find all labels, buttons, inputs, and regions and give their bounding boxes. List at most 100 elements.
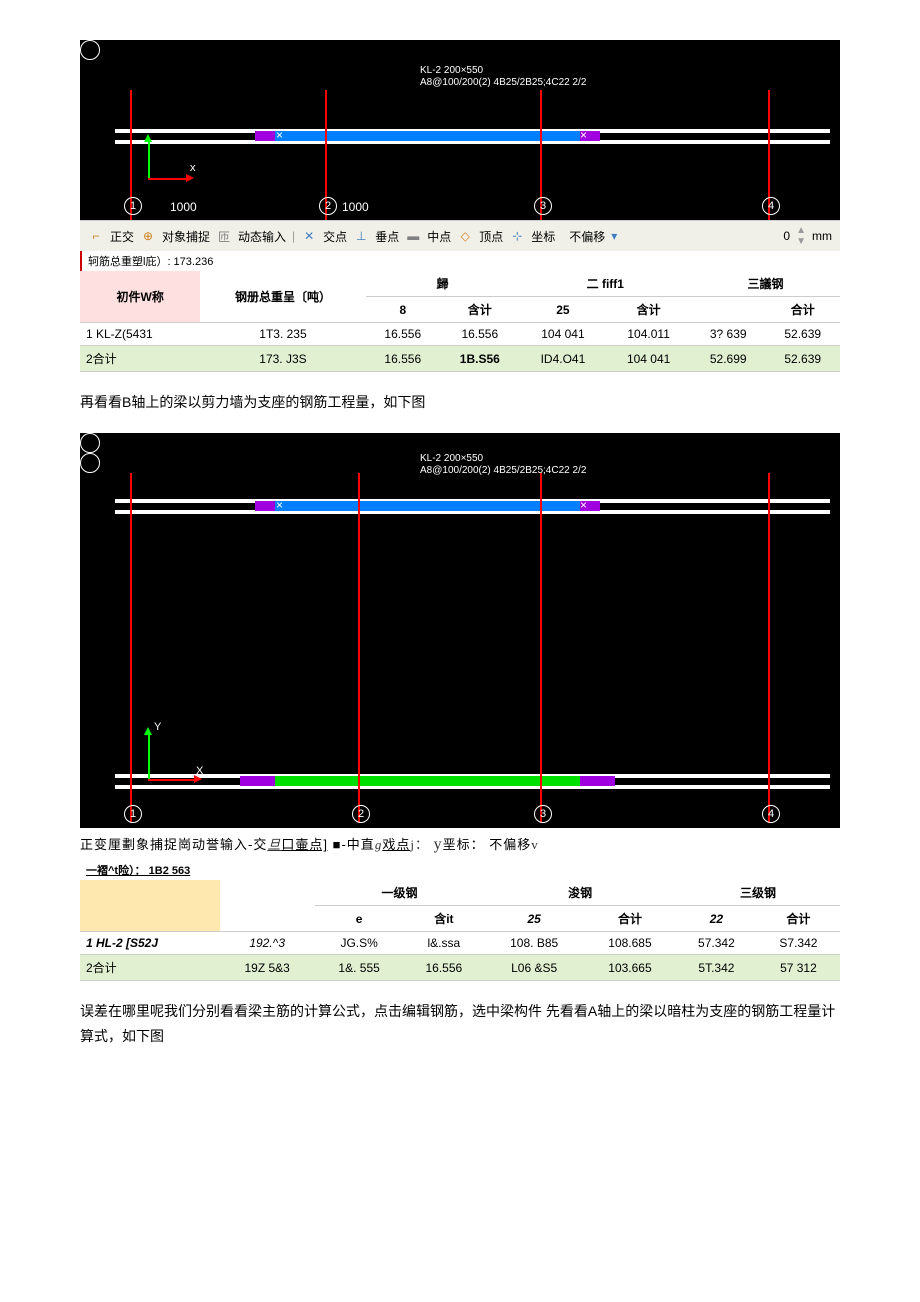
beam-B-span bbox=[275, 501, 580, 511]
dim-2: 1000 bbox=[342, 200, 369, 214]
th-g1: 一级钢 bbox=[315, 880, 485, 906]
table-row: 2合计 173. J3S 16.556 1B.S56 ID4.O41 104 0… bbox=[80, 346, 840, 372]
grid-num-2b: 2 bbox=[352, 805, 370, 823]
x-arrow bbox=[186, 174, 194, 182]
th-sub: 25 bbox=[520, 297, 607, 323]
coord-icon: ⊹ bbox=[509, 228, 525, 244]
axis-marker-A2: A bbox=[80, 453, 100, 473]
table-row: 1 HL-2 [S52J 192.^3 JG.S% l&.ssa 108. B8… bbox=[80, 932, 840, 955]
snap-icon: ⊕ bbox=[140, 228, 156, 244]
th-sub: e bbox=[315, 906, 404, 932]
th-sub: 8 bbox=[366, 297, 440, 323]
grid-line-4b bbox=[768, 473, 770, 823]
y-label: Y bbox=[154, 721, 161, 733]
cross-mark-b1: × bbox=[276, 498, 283, 512]
y-axis bbox=[148, 140, 150, 180]
toolbar-item[interactable]: 动态输入 bbox=[238, 228, 286, 245]
th-g2: 浚钢 bbox=[484, 880, 676, 906]
grid-num-4: 4 bbox=[762, 197, 780, 215]
th-sub: 含it bbox=[403, 906, 484, 932]
grid-line-3b bbox=[540, 473, 542, 823]
th-name: 初件W称 bbox=[80, 271, 200, 323]
vertex-icon: ◇ bbox=[457, 228, 473, 244]
beam-span-blue bbox=[275, 131, 580, 141]
beam-A-span-green bbox=[275, 776, 580, 786]
th-weight: 钢册总重呈〔吨） bbox=[200, 271, 365, 323]
x-label-2: X bbox=[196, 765, 203, 777]
y-axis-2 bbox=[148, 733, 150, 781]
x-axis-2 bbox=[148, 779, 196, 781]
th-sub: 25 bbox=[484, 906, 584, 932]
toolbar-item[interactable]: 正交 bbox=[110, 228, 134, 245]
beam-A-pl bbox=[240, 776, 275, 786]
axis-marker-A: A bbox=[80, 40, 100, 60]
th-sub: 合计 bbox=[757, 906, 840, 932]
cad-screenshot-1: KL-2 200×550 A8@100/200(2) 4B25/2B25;4C2… bbox=[80, 40, 840, 220]
table-row: 2合计 19Z 5&3 1&. 555 16.556 L06 &S5 103.6… bbox=[80, 955, 840, 981]
th-sub: 合计 bbox=[584, 906, 676, 932]
offset-value: 0 bbox=[783, 229, 790, 243]
intersect-icon: ✕ bbox=[301, 228, 317, 244]
dim-1: 1000 bbox=[170, 200, 197, 214]
beam-B-pl bbox=[255, 501, 275, 511]
y-arrow bbox=[144, 134, 152, 142]
grid-num-4b: 4 bbox=[762, 805, 780, 823]
toolbar-text-2: 正变厘劃象捕捉崗动誉输入-交旦口壷点] ■-中直g戏点j： y垩标： 不偏移v bbox=[80, 828, 840, 860]
th-sub: 22 bbox=[676, 906, 757, 932]
grid-line-1b bbox=[130, 473, 132, 823]
th-sub: 含计 bbox=[606, 297, 691, 323]
perp-icon: ⊥ bbox=[353, 228, 369, 244]
th-group1: 歸 bbox=[366, 271, 520, 297]
toolbar-item[interactable]: 顶点 bbox=[479, 228, 503, 245]
beam-A-pr bbox=[580, 776, 615, 786]
rebar-table-2: 一级钢 浚钢 三级钢 e 含it 25 合计 22 合计 1 HL-2 [S52… bbox=[80, 880, 840, 981]
dyn-icon: 匝 bbox=[216, 228, 232, 244]
th-blank2 bbox=[220, 880, 315, 932]
body-text-2: 误差在哪里呢我们分别看看梁主筋的计算公式，点击编辑钢筋，选中梁构件 先看看A轴上… bbox=[80, 999, 840, 1049]
cad-screenshot-2: KL-2 200×550 A8@100/200(2) 4B25/2B25;4C2… bbox=[80, 433, 840, 828]
toolbar-item[interactable]: 对象捕捉 bbox=[162, 228, 210, 245]
th-blank bbox=[80, 880, 220, 932]
toolbar-item[interactable]: 垂点 bbox=[375, 228, 399, 245]
grid-num-1b: 1 bbox=[124, 805, 142, 823]
beam-text-1: KL-2 200×550 bbox=[420, 65, 586, 77]
ortho-icon: ⌐ bbox=[88, 228, 104, 244]
th-group2: 二 fiff1 bbox=[520, 271, 691, 297]
offset-label: 不偏移 bbox=[569, 228, 605, 245]
beam-text-2: A8@100/200(2) 4B25/2B25;4C22 2/2 bbox=[420, 77, 586, 89]
table-row: 1 KL-Z(5431 1T3. 235 16.556 16.556 104 0… bbox=[80, 323, 840, 346]
beam-text-1: KL-2 200×550 bbox=[420, 453, 586, 465]
table1-summary: 轲筋总重塑l庇）: 173.236 bbox=[80, 251, 840, 271]
th-group3: 三議钢 bbox=[691, 271, 840, 297]
cad-toolbar-1: ⌐ 正交 ⊕ 对象捕捉 匝 动态输入 | ✕ 交点 ⊥ 垂点 ▬ 中点 ◇ 顶点… bbox=[80, 220, 840, 251]
x-axis bbox=[148, 178, 188, 180]
y-arrow-2 bbox=[144, 727, 152, 735]
x-label: x bbox=[190, 162, 196, 174]
offset-unit: mm bbox=[812, 229, 832, 243]
beam-annotation-2: KL-2 200×550 A8@100/200(2) 4B25/2B25;4C2… bbox=[420, 453, 586, 477]
table2-summary: 一褶^t险）： 1B2 563 bbox=[80, 860, 840, 880]
mid-icon: ▬ bbox=[405, 228, 421, 244]
th-sub: 合计 bbox=[765, 297, 840, 323]
chevron-down-icon[interactable]: ▾ bbox=[611, 229, 617, 243]
grid-line-2b bbox=[358, 473, 360, 823]
toolbar-item[interactable]: 坐标 bbox=[531, 228, 555, 245]
cross-mark-2: × bbox=[580, 128, 587, 142]
axis-marker-B: B bbox=[80, 433, 100, 453]
grid-num-3: 3 bbox=[534, 197, 552, 215]
beam-purple-l bbox=[255, 131, 275, 141]
rebar-table-1: 初件W称 钢册总重呈〔吨） 歸 二 fiff1 三議钢 8 含计 25 含计 合… bbox=[80, 271, 840, 372]
beam-annotation: KL-2 200×550 A8@100/200(2) 4B25/2B25;4C2… bbox=[420, 65, 586, 89]
cross-mark-1: × bbox=[276, 128, 283, 142]
toolbar-item[interactable]: 交点 bbox=[323, 228, 347, 245]
grid-num-3b: 3 bbox=[534, 805, 552, 823]
grid-num-2: 2 bbox=[319, 197, 337, 215]
th-sub: 含计 bbox=[440, 297, 520, 323]
beam-text-2: A8@100/200(2) 4B25/2B25;4C22 2/2 bbox=[420, 465, 586, 477]
body-text-1: 再看看B轴上的梁以剪力墙为支座的钢筋工程量，如下图 bbox=[80, 390, 840, 415]
cross-mark-b2: × bbox=[580, 498, 587, 512]
th-sub bbox=[691, 297, 765, 323]
grid-num-1: 1 bbox=[124, 197, 142, 215]
th-g3: 三级钢 bbox=[676, 880, 840, 906]
toolbar-item[interactable]: 中点 bbox=[427, 228, 451, 245]
